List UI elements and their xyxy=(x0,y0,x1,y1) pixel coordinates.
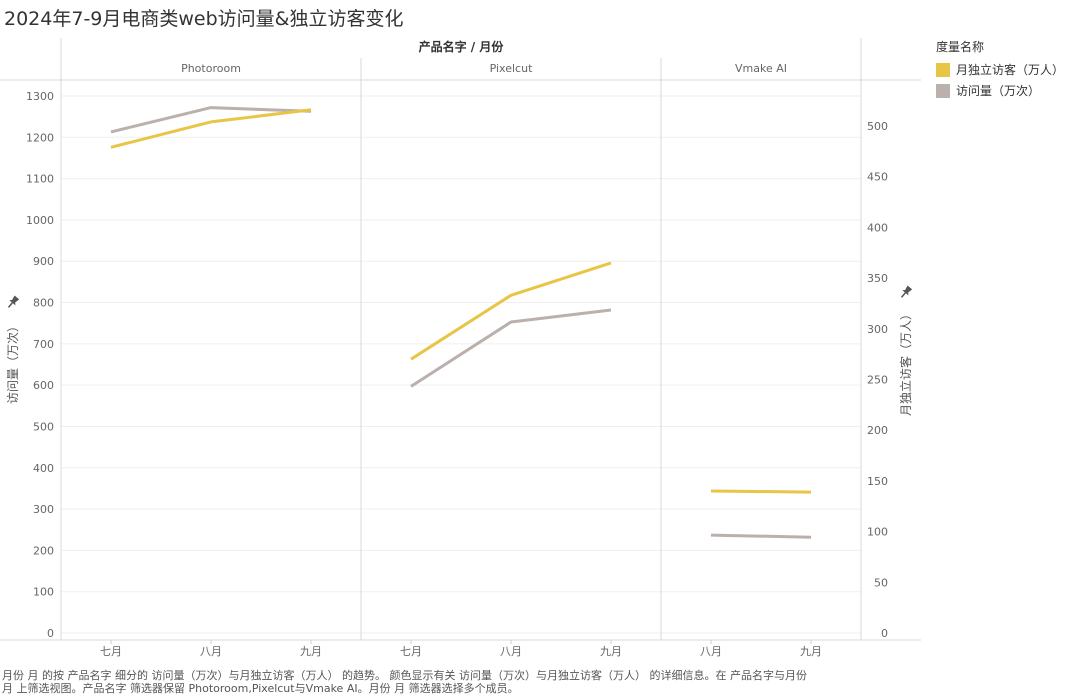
left-tick-label-4: 400 xyxy=(33,462,54,475)
left-tick-label-5: 500 xyxy=(33,420,54,433)
x-tick-label-1-2: 九月 xyxy=(600,645,622,658)
series-line-pixelcut-visits xyxy=(410,308,612,388)
x-tick-label-1-0: 七月 xyxy=(400,645,422,658)
column-header-title: 产品名字 / 月份 xyxy=(419,39,505,54)
left-tick-label-2: 200 xyxy=(33,544,54,557)
legend-item-visits[interactable]: 访问量（万次） xyxy=(936,80,1064,101)
right-pin-icon[interactable] xyxy=(898,285,913,300)
left-tick-label-13: 1300 xyxy=(26,90,54,103)
caption-line-1: 月份 月 的按 产品名字 细分的 访问量（万次）与月独立访客（万人） 的趋势。 … xyxy=(2,669,807,682)
left-tick-label-12: 1200 xyxy=(26,131,54,144)
left-tick-label-3: 300 xyxy=(33,503,54,516)
series-line-vmake-ai-unique-visitors xyxy=(710,489,812,494)
right-tick-label-3: 150 xyxy=(867,475,888,488)
x-tick-label-0-0: 七月 xyxy=(100,645,122,658)
left-pin-icon[interactable] xyxy=(5,295,20,310)
right-tick-label-5: 250 xyxy=(867,374,888,387)
legend-item-unique-visitors[interactable]: 月独立访客（万人） xyxy=(936,59,1064,80)
left-tick-label-6: 600 xyxy=(33,379,54,392)
left-tick-label-7: 700 xyxy=(33,338,54,351)
left-tick-label-11: 1100 xyxy=(26,173,54,186)
right-axis-title: 月独立访客（万人） xyxy=(898,308,913,416)
x-tick-label-2-0: 八月 xyxy=(700,645,722,658)
panel-name-2: Vmake AI xyxy=(735,62,787,75)
right-tick-label-6: 300 xyxy=(867,323,888,336)
x-tick-label-0-2: 九月 xyxy=(300,645,322,658)
x-tick-label-0-1: 八月 xyxy=(200,645,222,658)
left-axis-title: 访问量（万次） xyxy=(6,320,20,404)
legend-swatch-visits xyxy=(936,83,950,98)
chart-title: 2024年7-9月电商类web访问量&独立访客变化 xyxy=(4,8,404,30)
legend: 度量名称 月独立访客（万人） 访问量（万次） xyxy=(936,38,1064,101)
series-line-photoroom-unique-visitors xyxy=(110,108,312,149)
right-tick-label-9: 450 xyxy=(867,171,888,184)
chart-caption: 月份 月 的按 产品名字 细分的 访问量（万次）与月独立访客（万人） 的趋势。 … xyxy=(2,669,1072,695)
left-tick-label-0: 0 xyxy=(47,627,54,640)
left-tick-label-10: 1000 xyxy=(26,214,54,227)
legend-title: 度量名称 xyxy=(936,40,985,54)
caption-line-2: 月 上筛选视图。产品名字 筛选器保留 Photoroom,Pixelcut与Vm… xyxy=(2,682,519,695)
right-tick-label-7: 350 xyxy=(867,272,888,285)
legend-label-unique-visitors: 月独立访客（万人） xyxy=(956,63,1065,77)
series-line-vmake-ai-visits xyxy=(710,533,812,539)
x-tick-label-2-1: 九月 xyxy=(800,645,822,658)
legend-swatch-unique-visitors xyxy=(936,62,950,77)
legend-label-visits: 访问量（万次） xyxy=(956,84,1041,98)
right-tick-label-8: 400 xyxy=(867,221,888,234)
left-tick-label-1: 100 xyxy=(33,586,54,599)
right-tick-label-2: 100 xyxy=(867,526,888,539)
right-tick-label-10: 500 xyxy=(867,120,888,133)
series-line-pixelcut-unique-visitors xyxy=(410,261,612,361)
right-tick-label-0: 0 xyxy=(881,627,888,640)
left-tick-label-8: 800 xyxy=(33,297,54,310)
right-tick-label-1: 50 xyxy=(874,576,888,589)
panel-name-0: Photoroom xyxy=(181,62,241,75)
series-line-photoroom-visits xyxy=(110,106,312,134)
panel-name-1: Pixelcut xyxy=(490,62,533,75)
right-tick-label-4: 200 xyxy=(867,424,888,437)
x-tick-label-1-1: 八月 xyxy=(500,645,522,658)
left-tick-label-9: 900 xyxy=(33,255,54,268)
